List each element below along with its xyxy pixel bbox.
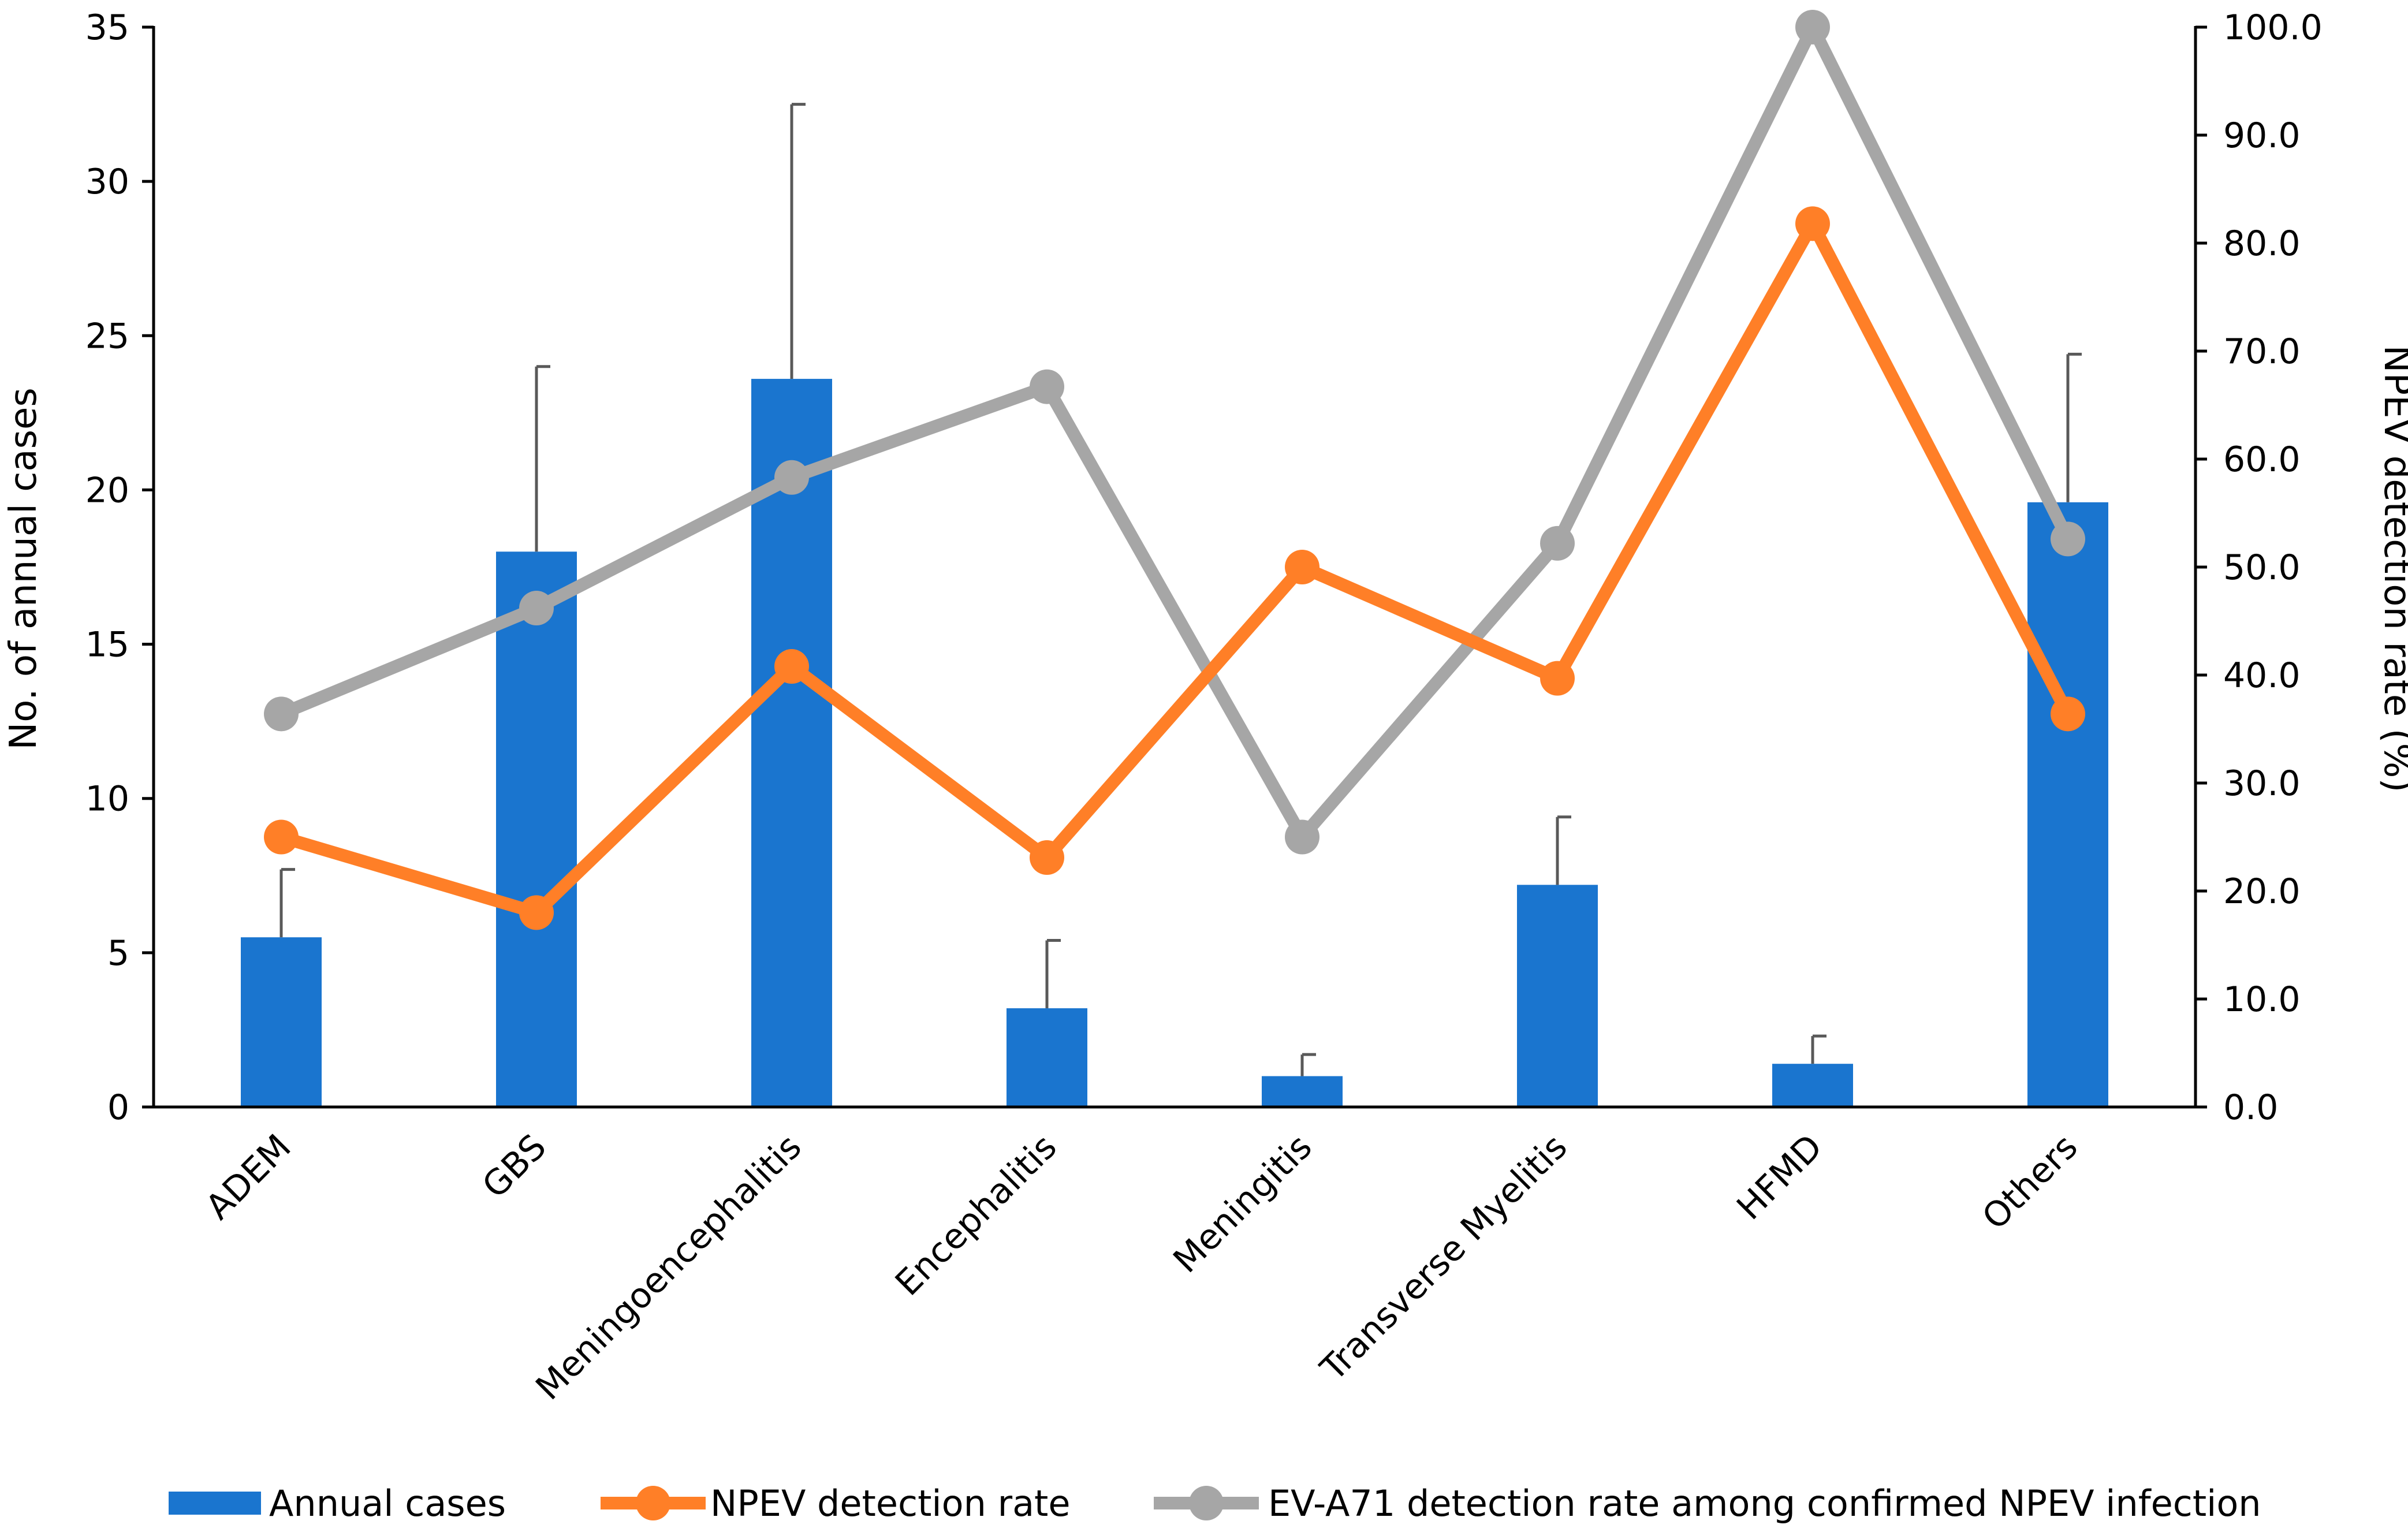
y2-tick-label: 30.0: [2223, 763, 2301, 804]
y2-tick-label: 10.0: [2223, 979, 2301, 1020]
y2-tick-label: 40.0: [2223, 655, 2301, 696]
error-bar-meningitis: [1300, 1053, 1316, 1076]
y2-tick-label: 70.0: [2223, 331, 2301, 372]
legend-label-ev-a71: EV-A71 detection rate among confirmed NP…: [1268, 1482, 2261, 1524]
y2-tick-label: 0.0: [2223, 1087, 2278, 1128]
y2-axis-title: NPEV detection rate (%): [2376, 345, 2408, 793]
point-ev-a71-detection-rate-among-confirmed-npev-infection-encephalitis: [1030, 369, 1064, 404]
error-bar-gbs: [535, 365, 550, 552]
bar-gbs: [496, 551, 577, 1107]
bar-meningoencephalitis: [751, 379, 832, 1107]
error-bar-meningoencephalitis: [790, 103, 806, 379]
error-bar-hfmd: [1811, 1034, 1826, 1064]
bar-adem: [241, 937, 322, 1107]
y-tick-label: 35: [85, 8, 129, 48]
y-tick-label: 10: [85, 779, 129, 819]
legend-label-npev: NPEV detection rate: [710, 1482, 1071, 1524]
point-npev-detection-rate-transverse-myelitis: [1540, 661, 1575, 696]
bar-transverse-myelitis: [1517, 885, 1598, 1107]
y-tick-label: 0: [107, 1087, 129, 1128]
legend-swatch-npev-marker: [636, 1486, 670, 1520]
error-bars-layer: [279, 103, 2082, 1076]
point-ev-a71-detection-rate-among-confirmed-npev-infection-transverse-myelitis: [1540, 525, 1575, 561]
ticks-layer: 0 5 10 15 20 25 30 35 0.0 10.0 20.0 30.0 40.0 50.0 60.…: [85, 8, 2323, 1128]
lines-layer: [264, 10, 2085, 930]
category-label-others: Others: [1975, 1127, 2086, 1237]
category-label-meningitis: Meningitis: [1166, 1127, 1320, 1281]
point-npev-detection-rate-gbs: [519, 895, 554, 930]
point-npev-detection-rate-meningoencephalitis: [774, 649, 809, 684]
category-label-adem: ADEM: [198, 1127, 299, 1228]
error-bar-encephalitis: [1045, 938, 1061, 1009]
bar-meningitis: [1262, 1076, 1343, 1107]
point-ev-a71-detection-rate-among-confirmed-npev-infection-meningoencephalitis: [774, 460, 809, 495]
y2-tick-label: 20.0: [2223, 871, 2301, 912]
y2-tick-label: 60.0: [2223, 439, 2301, 480]
legend-swatch-ev-a71-marker: [1189, 1486, 1224, 1520]
y2-tick-label: 80.0: [2223, 223, 2301, 264]
bar-others: [2027, 502, 2108, 1107]
point-npev-detection-rate-meningitis: [1285, 550, 1319, 584]
line-ev-a71-detection-rate-among-confirmed-npev-infection: [278, 21, 2074, 844]
y-tick-label: 20: [85, 470, 129, 510]
category-label-gbs: GBS: [475, 1127, 554, 1206]
bars-layer: [241, 379, 2108, 1107]
point-ev-a71-detection-rate-among-confirmed-npev-infection-hfmd: [1795, 10, 1830, 44]
y-tick-label: 25: [85, 316, 129, 356]
point-ev-a71-detection-rate-among-confirmed-npev-infection-meningitis: [1285, 819, 1319, 855]
point-npev-detection-rate-hfmd: [1795, 206, 1830, 241]
category-label-meningoencephalitis: Meningoencephalitis: [528, 1127, 810, 1408]
point-npev-detection-rate-adem: [264, 819, 299, 855]
point-ev-a71-detection-rate-among-confirmed-npev-infection-adem: [264, 696, 299, 732]
error-bar-others: [2066, 352, 2082, 502]
bar-hfmd: [1772, 1064, 1853, 1107]
bar-encephalitis: [1007, 1008, 1087, 1107]
legend: Annual cases NPEV detection rate EV-A71 …: [169, 1482, 2261, 1524]
point-ev-a71-detection-rate-among-confirmed-npev-infection-gbs: [519, 591, 554, 626]
error-bar-adem: [279, 868, 295, 938]
error-bar-transverse-myelitis: [1556, 815, 1571, 885]
category-label-hfmd: HFMD: [1729, 1127, 1831, 1228]
point-ev-a71-detection-rate-among-confirmed-npev-infection-others: [2051, 521, 2085, 557]
point-npev-detection-rate-encephalitis: [1030, 840, 1064, 875]
legend-swatch-annual-cases: [169, 1492, 261, 1515]
y2-tick-label: 90.0: [2223, 115, 2301, 156]
legend-label-annual-cases: Annual cases: [269, 1482, 506, 1524]
y2-tick-label: 50.0: [2223, 547, 2301, 588]
y-axis-title: No. of annual cases: [2, 387, 45, 750]
y-tick-label: 5: [107, 933, 129, 974]
category-label-encephalitis: Encephalitis: [888, 1127, 1065, 1304]
y2-tick-label: 100.0: [2223, 8, 2323, 48]
line-npev-detection-rate: [279, 217, 2074, 919]
point-npev-detection-rate-others: [2051, 696, 2085, 732]
y-tick-label: 30: [85, 162, 129, 202]
y-tick-label: 15: [85, 625, 129, 665]
category-label-transverse-myelitis: Transverse Myelitis: [1313, 1127, 1575, 1389]
